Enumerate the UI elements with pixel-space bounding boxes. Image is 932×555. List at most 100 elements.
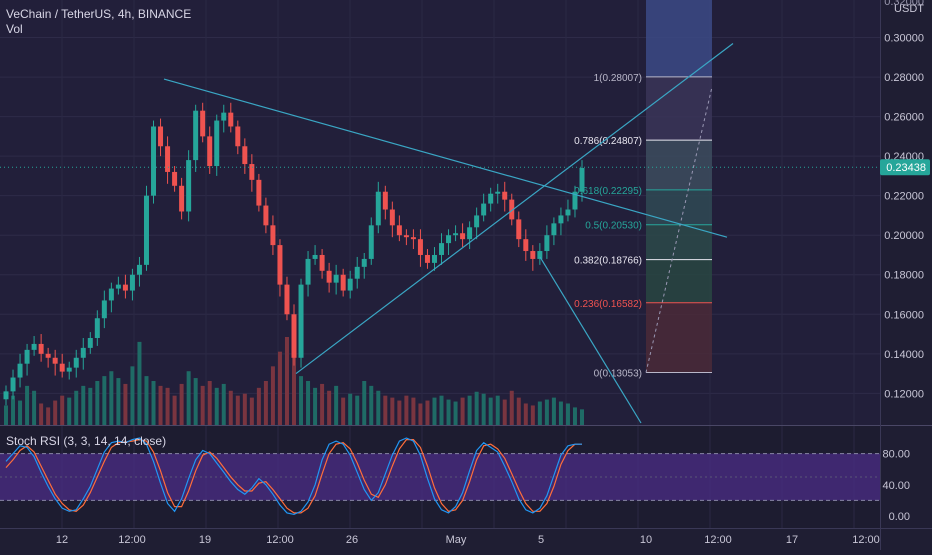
fib-band <box>646 76 712 141</box>
candle-body <box>284 284 290 315</box>
price-tick: 0.22000 <box>884 191 924 203</box>
candle-body <box>375 191 381 226</box>
volume-bar <box>53 400 58 425</box>
candle-body <box>242 146 248 165</box>
trendlines <box>163 42 734 424</box>
volume-bar <box>25 385 30 425</box>
candle-body <box>319 254 325 271</box>
volume-bar <box>460 397 465 425</box>
time-tick: 19 <box>199 534 211 546</box>
volume-bar <box>158 385 163 425</box>
candle-body <box>453 233 459 236</box>
candle-body <box>256 179 262 206</box>
fib-level-label: 0.382(0.18766) <box>574 256 642 267</box>
volume-bar <box>200 385 205 425</box>
candle-body <box>151 126 157 196</box>
volume-bar <box>263 381 268 425</box>
fib-level-label: 0(0.13053) <box>594 369 642 380</box>
price-unit: USDT <box>894 3 924 15</box>
volume-bar <box>193 378 198 425</box>
volume-bar <box>502 399 507 425</box>
candle-body <box>551 223 557 236</box>
rsi-title[interactable]: Stoch RSI (3, 3, 14, 14, close) <box>6 434 167 448</box>
symbol-title[interactable]: VeChain / TetherUS, 4h, BINANCE <box>6 7 192 21</box>
candle-body <box>396 225 402 236</box>
volume-label[interactable]: Vol <box>6 22 23 36</box>
candle-body <box>108 288 114 301</box>
candle-body <box>368 225 374 259</box>
fib-level-label: 0.5(0.20530) <box>585 221 642 232</box>
candle-body <box>263 205 269 226</box>
candle-body <box>474 215 480 228</box>
volume-bar <box>334 385 339 425</box>
price-tick-top: 0.32000 <box>884 0 924 8</box>
time-tick: 5 <box>538 534 544 546</box>
candle-body <box>59 363 65 372</box>
candle-body <box>179 185 185 212</box>
volume-bar <box>418 403 423 425</box>
candle-body <box>3 391 9 400</box>
price-tick: 0.16000 <box>884 309 924 321</box>
volume-bar <box>348 393 353 425</box>
candle-body <box>537 251 543 259</box>
candle-body <box>94 318 100 338</box>
candle-body <box>361 258 367 267</box>
rsi-tick: 40.00 <box>882 480 910 492</box>
candle-body <box>305 258 311 285</box>
candle-body <box>136 264 142 275</box>
volume-bar <box>341 397 346 425</box>
time-tick: 12:00 <box>118 534 146 546</box>
volume-bar <box>376 390 381 425</box>
candle-body <box>558 215 564 224</box>
candle-body <box>403 235 409 238</box>
candle-body <box>249 164 255 180</box>
volume-bar <box>404 395 409 425</box>
volume-bar <box>551 397 556 425</box>
candle-body <box>572 191 578 210</box>
candle-body <box>340 274 346 291</box>
time-tick: 12 <box>56 534 68 546</box>
candle-body <box>24 349 30 364</box>
volume-bar <box>488 397 493 425</box>
volume-bar <box>523 403 528 425</box>
volume-bar <box>565 403 570 425</box>
volume-bar <box>214 387 219 425</box>
volume-bar <box>453 401 458 425</box>
rsi-k-line <box>5 437 582 516</box>
volume-bar <box>11 395 16 425</box>
candle-body <box>66 367 72 372</box>
volume-bar <box>144 376 149 425</box>
fib-level-label: 0.618(0.22295) <box>574 186 642 197</box>
time-tick: 26 <box>346 534 358 546</box>
candle-body <box>389 209 395 226</box>
candles <box>3 102 585 406</box>
volume-bar <box>530 405 535 425</box>
volume-bar <box>558 401 563 425</box>
volume-bar <box>67 397 72 425</box>
volume-bar <box>249 397 254 425</box>
candle-body <box>354 266 360 279</box>
volume-bar <box>228 390 233 425</box>
candle-body <box>530 251 536 259</box>
volume-bar <box>46 407 51 425</box>
candle-body <box>207 136 213 167</box>
volume-bar <box>299 376 304 425</box>
volume-bar <box>179 383 184 425</box>
price-tick: 0.30000 <box>884 33 924 45</box>
candle-body <box>228 112 234 127</box>
volume-bar <box>4 405 8 425</box>
candle-body <box>333 274 339 283</box>
candle-body <box>417 239 423 255</box>
candle-body <box>186 160 192 212</box>
candle-body <box>495 191 501 194</box>
candle-body <box>382 191 388 210</box>
price-tick: 0.14000 <box>884 349 924 361</box>
volume-bar <box>362 381 367 425</box>
candle-body <box>214 120 220 167</box>
candle-body <box>143 195 149 265</box>
volume-bar <box>235 395 240 425</box>
candle-body <box>129 274 135 291</box>
main-pane-bg <box>0 0 880 425</box>
